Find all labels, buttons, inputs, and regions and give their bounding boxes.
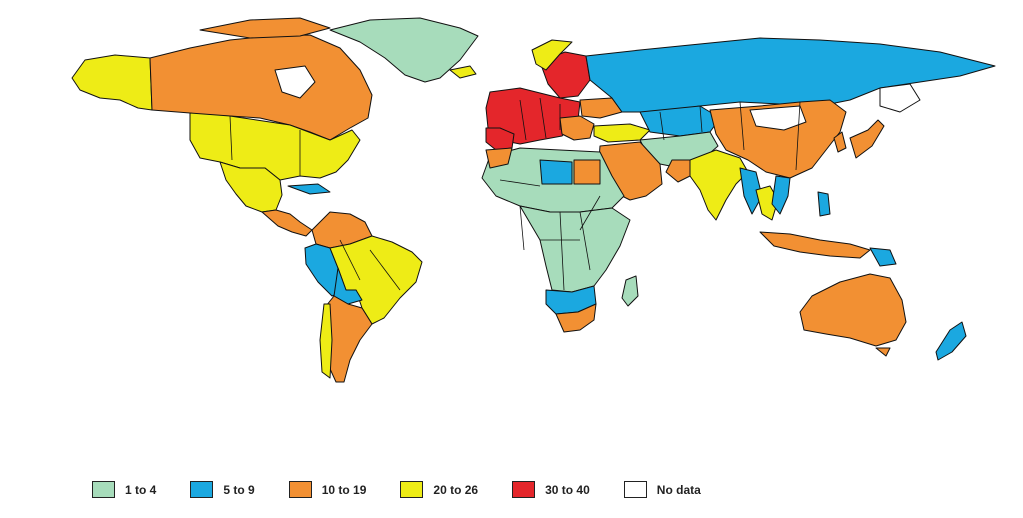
- legend-swatch: [512, 481, 536, 498]
- region-usa: [189, 112, 361, 181]
- region-balkans: [559, 115, 595, 141]
- legend-swatch: [400, 481, 424, 498]
- legend-item: 10 to 19: [288, 481, 367, 498]
- legend-item: No data: [623, 481, 701, 498]
- legend-label: 10 to 19: [321, 482, 367, 497]
- legend-label: No data: [656, 482, 701, 497]
- region-egypt: [573, 159, 601, 185]
- region-libya: [539, 159, 573, 185]
- region-myanmar: [739, 167, 763, 215]
- region-russia-east-nodata: [879, 83, 921, 113]
- region-cuba: [287, 183, 331, 195]
- legend-swatch: [288, 481, 312, 498]
- legend-swatch: [623, 481, 647, 498]
- region-ukraine: [579, 97, 623, 119]
- region-pakistan: [665, 159, 691, 183]
- region-hudson-bay: [274, 65, 316, 99]
- region-png: [869, 247, 897, 267]
- legend-swatch: [190, 481, 214, 498]
- legend-item: 30 to 40: [512, 481, 590, 498]
- region-turkey: [593, 123, 651, 143]
- region-scandinavia: [539, 51, 591, 99]
- region-canada-islands: [199, 17, 331, 39]
- region-china: [709, 99, 847, 179]
- region-korea: [833, 131, 847, 153]
- region-central-africa: [519, 205, 631, 293]
- region-tasmania: [875, 347, 891, 357]
- legend-item: 5 to 9: [190, 481, 255, 498]
- region-india: [689, 149, 749, 221]
- map-legend: 1 to 4 5 to 9 10 to 19 20 to 26 30 to 40…: [92, 481, 701, 498]
- region-philippines: [817, 191, 831, 217]
- region-russia: [585, 37, 996, 113]
- region-chile-strip: [319, 303, 333, 379]
- world-choropleth-map: [71, 17, 996, 383]
- region-mongolia-nodata: [749, 105, 807, 131]
- region-thailand: [755, 185, 779, 221]
- region-western-europe: [485, 87, 581, 145]
- region-japan: [849, 119, 885, 159]
- region-iceland: [449, 65, 477, 79]
- region-kazakhstan: [639, 105, 721, 137]
- legend-swatch: [92, 481, 115, 498]
- region-indonesia: [759, 231, 871, 259]
- region-morocco: [485, 147, 513, 169]
- region-new-zealand: [935, 321, 967, 361]
- legend-label: 30 to 40: [545, 482, 590, 497]
- legend-label: 20 to 26: [433, 482, 479, 497]
- region-australia: [799, 273, 907, 347]
- region-norway: [531, 39, 573, 71]
- legend-item: 1 to 4: [92, 481, 156, 498]
- region-alaska: [71, 54, 153, 111]
- region-south-africa: [555, 303, 597, 333]
- region-greenland: [329, 17, 479, 83]
- country-borders: [229, 97, 801, 291]
- legend-label: 1 to 4: [125, 482, 157, 497]
- legend-item: 20 to 26: [400, 481, 478, 498]
- region-central-america: [261, 209, 313, 237]
- region-vietnam: [771, 175, 791, 215]
- region-madagascar: [621, 275, 639, 307]
- legend-label: 5 to 9: [223, 482, 255, 497]
